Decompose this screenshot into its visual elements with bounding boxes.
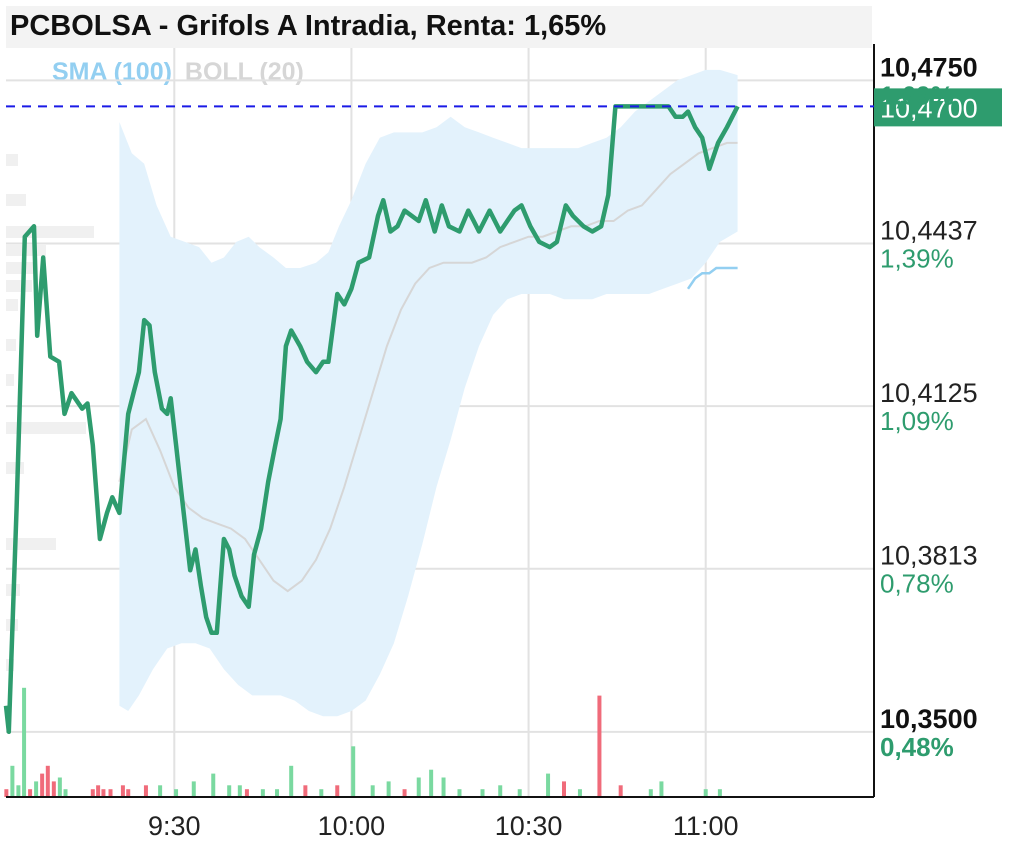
volume-profile-bar-1: [6, 194, 26, 206]
legend-boll[interactable]: BOLL (20): [184, 58, 304, 86]
volume-bar-25: [260, 789, 265, 797]
y-tick-pct-3: 0,78%: [880, 569, 954, 599]
volume-bar-32: [370, 785, 375, 797]
sma-line-path: [686, 266, 738, 290]
volume-bar-36: [429, 769, 434, 797]
volume-bar-21: [211, 773, 216, 797]
x-tick-label-1: 10:00: [318, 811, 386, 841]
volume-bar-3: [22, 687, 27, 797]
bollinger-midline: [118, 141, 738, 593]
y-tick-label-4: 10,3500: [880, 704, 978, 734]
volume-bar-19: [174, 789, 179, 797]
current-price-tag: [874, 88, 1002, 127]
y-tick-label-0: 10,4750: [880, 52, 978, 82]
volume-bar-16: [126, 789, 131, 797]
volume-profile-bar-2: [6, 226, 94, 238]
volume-profile-bar-10: [6, 462, 24, 474]
volume-profile-bar-6: [6, 299, 18, 311]
price-line: [3, 104, 740, 735]
volume-bar-18: [158, 785, 163, 797]
y-tick-label-2: 10,4125: [880, 378, 978, 408]
x-tick-label-3: 11:00: [673, 811, 739, 841]
volume-bar-48: [659, 781, 664, 797]
volume-bar-11: [90, 789, 95, 797]
x-tick-label-0: 9:30: [148, 811, 201, 841]
volume-bar-4: [28, 789, 33, 797]
volume-bar-28: [303, 785, 308, 797]
volume-bar-15: [120, 785, 125, 797]
volume-profile-bar-9: [6, 422, 86, 434]
bollinger-midline-path: [118, 141, 738, 593]
x-tick-label-2: 10:30: [495, 811, 563, 841]
volume-bar-33: [386, 781, 391, 797]
volume-bar-44: [577, 789, 582, 797]
chart-title: PCBOLSA - Grifols A Intradia, Renta: 1,6…: [10, 10, 607, 42]
y-tick-pct-0: 1,69%: [880, 80, 954, 110]
volume-bar-1: [10, 765, 15, 797]
legend-sma[interactable]: SMA (100): [52, 58, 172, 86]
volume-bar-12: [96, 785, 101, 797]
y-tick-label-3: 10,3813: [880, 541, 978, 571]
volume-bar-45: [597, 695, 602, 797]
volume-profile-bar-4: [6, 262, 36, 274]
volume-bar-34: [402, 789, 407, 797]
volume-bar-31: [351, 746, 356, 797]
volume-bar-23: [237, 785, 242, 797]
volume-bar-9: [57, 777, 62, 797]
legend: SMA (100) BOLL (20): [52, 58, 304, 87]
y-tick-label-1: 10,4437: [880, 215, 978, 245]
y-tick-pct-1: 1,39%: [880, 243, 954, 273]
volume-bar-20: [191, 781, 196, 797]
volume-profile-bar-0: [6, 154, 18, 166]
volume-bar-38: [457, 789, 462, 797]
current-price-value: 10,4700: [880, 93, 978, 123]
volume-bar-5: [34, 781, 39, 797]
volume-bar-29: [319, 789, 324, 797]
volume-bar-22: [227, 785, 232, 797]
volume-profile-bar-5: [6, 280, 32, 292]
title-bar: [6, 6, 872, 48]
volume-bar-14: [108, 789, 113, 797]
volume-bar-10: [63, 789, 68, 797]
current-price-marker: 10,4700: [6, 88, 1002, 127]
volume-bar-46: [618, 785, 623, 797]
volume-bar-43: [562, 781, 566, 797]
volume-bar-6: [40, 773, 45, 797]
volume-bar-13: [101, 789, 106, 797]
volume-bar-50: [717, 789, 722, 797]
volume-bar-27: [289, 765, 294, 797]
y-tick-pct-4: 0,48%: [880, 732, 954, 762]
volume-bar-41: [517, 789, 522, 797]
volume-profile-bar-7: [6, 339, 16, 351]
x-axis-labels: 9:30 10:00 10:30 11:00: [148, 811, 738, 841]
volume-bar-26: [275, 789, 280, 797]
price-line-path: [3, 104, 740, 735]
volume-profile-bar-8: [6, 374, 14, 386]
volume-bar-42: [546, 773, 551, 797]
axes: [6, 44, 875, 798]
volume-bar-24: [244, 789, 249, 797]
volume-bar-0: [4, 789, 9, 797]
volume-bar-40: [498, 785, 503, 797]
volume-bar-2: [16, 785, 21, 797]
volume-bar-35: [416, 777, 421, 797]
volume-bar-37: [441, 777, 446, 797]
volume-bar-30: [335, 785, 340, 797]
sma-line: [686, 266, 738, 290]
volume-bar-49: [703, 789, 708, 797]
volume-bar-8: [51, 781, 56, 797]
volume-bar-7: [45, 765, 50, 797]
y-tick-pct-2: 1,09%: [880, 406, 954, 436]
volume-bars: [4, 687, 722, 797]
bollinger-band: [119, 69, 738, 717]
volume-bar-17: [143, 785, 148, 797]
volume-bar-47: [648, 789, 653, 797]
bollinger-band-area: [119, 69, 738, 717]
volume-profile-bar-11: [6, 538, 56, 550]
volume-bar-39: [480, 789, 485, 797]
